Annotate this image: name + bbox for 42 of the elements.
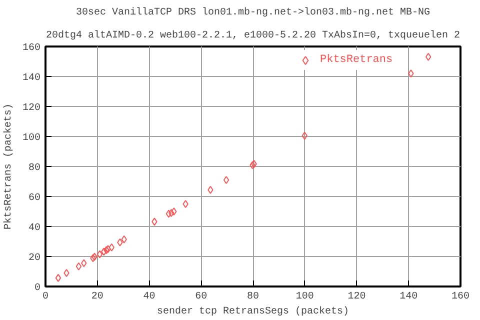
point [182,200,188,208]
y-tick-label: 80 [28,163,41,174]
x-axis-title: sender tcp RetransSegs (packets) [156,306,350,318]
y-tick-label: 160 [22,43,41,54]
point [55,274,62,282]
x-tick-label: 60 [195,292,208,302]
point [117,238,123,246]
point [166,210,172,218]
y-tick-label: 100 [22,133,41,144]
point [168,209,174,217]
legend-label: PktsRetrans [320,54,393,66]
point [171,208,177,216]
chart-subtitle: 20dtg4 altAIMD-0.2 web100-2.2.1, e1000-5.2.20 TxAbsIn=0, txqueuelen 2 [46,30,460,42]
point [302,132,308,140]
point [152,218,158,226]
y-tick-label: 40 [28,223,41,234]
chart-title: 30sec VanillaTCP DRS lon01.mb-ng.net->lon03.mb-ng.net MB-NG [76,6,430,18]
point [64,269,70,277]
y-tick-label: 20 [28,253,41,264]
x-tick-label: 100 [296,292,314,302]
point [81,259,87,268]
x-tick-label: 0 [42,292,49,302]
y-tick-label: 0 [34,283,41,294]
point [408,70,414,78]
x-tick-label: 20 [91,292,104,302]
point [76,262,82,270]
x-tick-label: 140 [400,292,418,302]
point [426,52,432,61]
x-tick-label: 80 [247,292,260,302]
point [208,186,214,194]
y-tick-label: 120 [22,103,41,114]
point [108,243,114,252]
point [121,235,127,244]
point [223,176,230,184]
x-tick-label: 120 [348,292,366,302]
y-tick-label: 60 [28,193,41,204]
x-tick-label: 40 [143,292,156,302]
y-tick-label: 140 [22,73,41,84]
x-tick-label: 160 [452,292,470,302]
y-axis-title: PktsRetrans (packets) [2,103,14,230]
point [101,248,107,256]
point [96,250,103,258]
